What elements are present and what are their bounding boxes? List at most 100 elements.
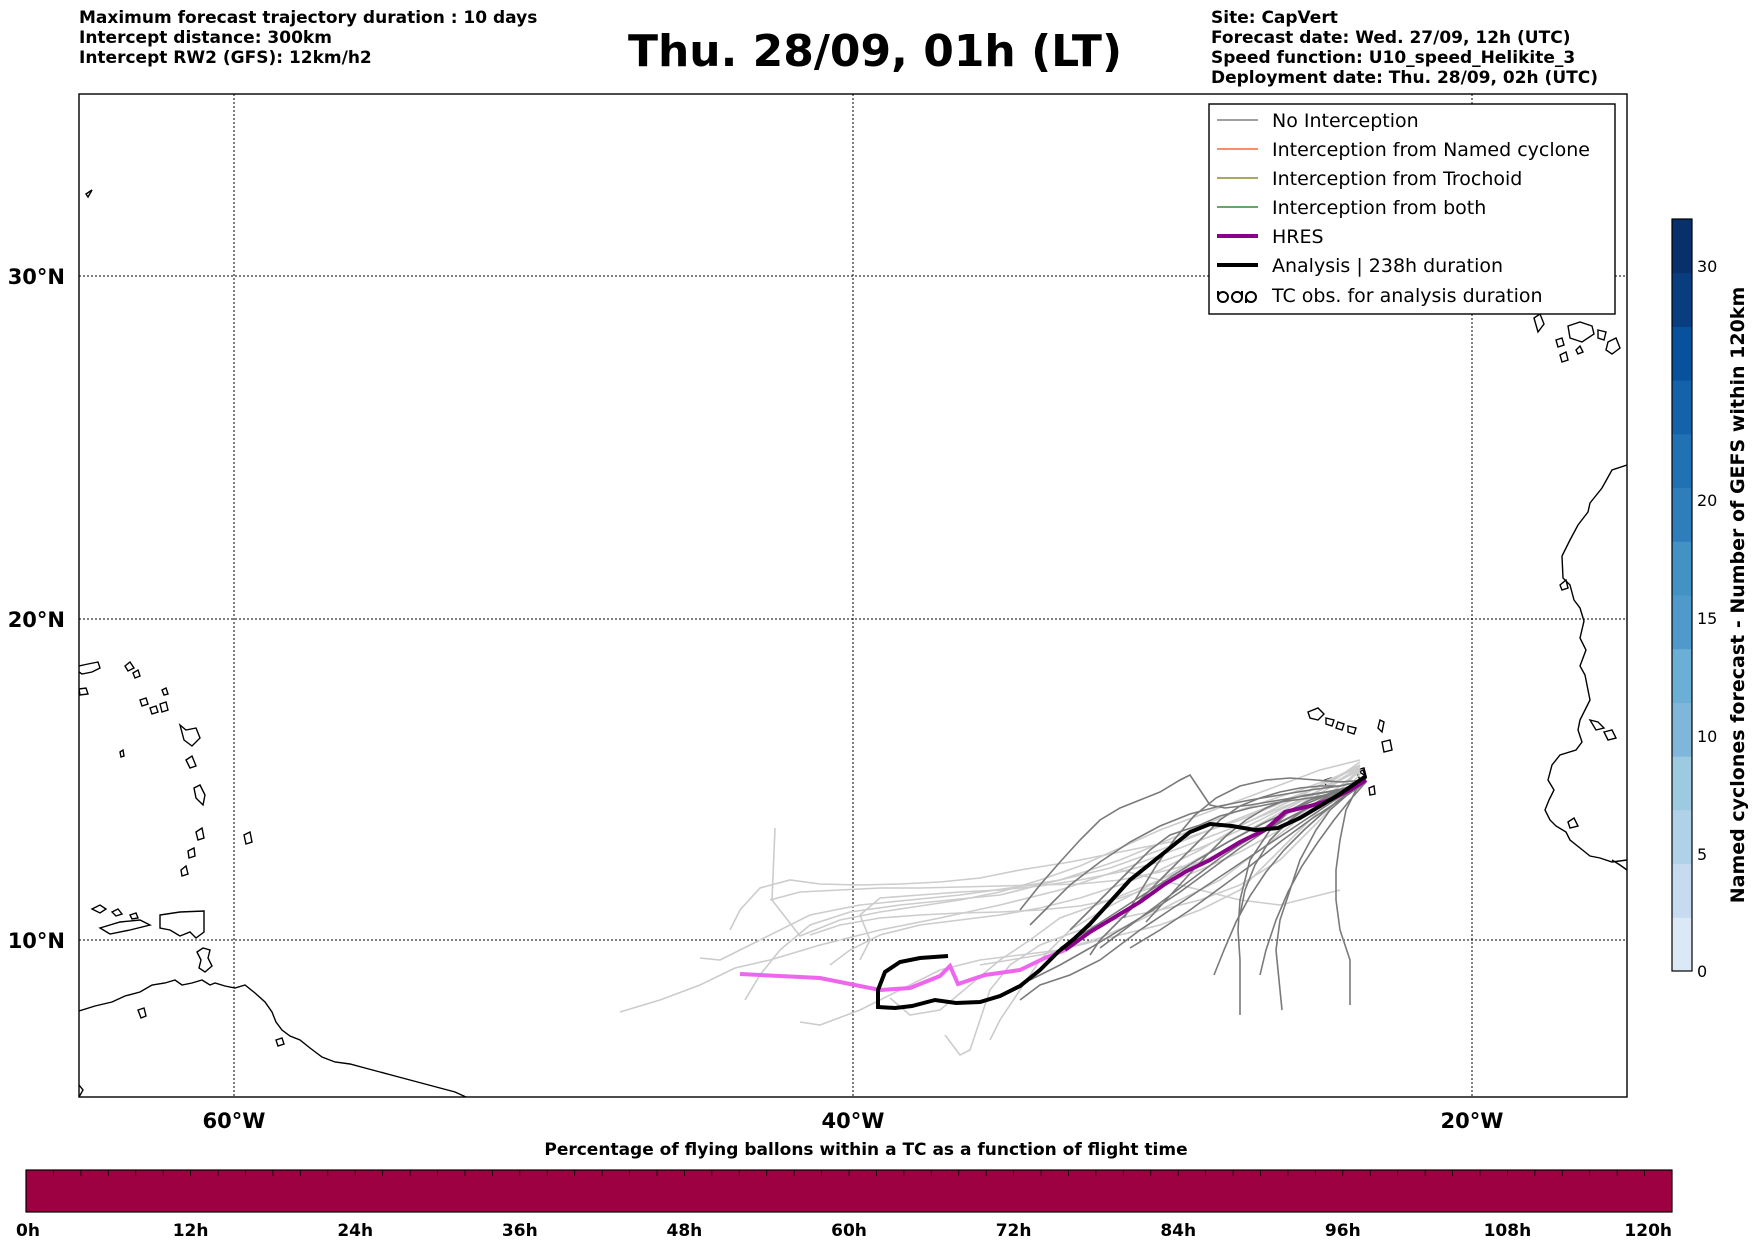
analysis-trajectory bbox=[876, 774, 1368, 1011]
colorbar-right-band bbox=[1672, 487, 1692, 542]
coast-islet-2 bbox=[275, 1037, 285, 1047]
map-title-text: Thu. 28/09, 01h (LT) bbox=[627, 26, 1123, 77]
traj-light-13 bbox=[859, 769, 1361, 961]
traj-dark-17 bbox=[1213, 781, 1367, 976]
island-gran-canaria bbox=[1605, 337, 1621, 355]
speed-function: Speed function: U10_speed_Helikite_3 bbox=[1211, 48, 1576, 68]
island-brava bbox=[1368, 785, 1376, 796]
colorbar-right-band bbox=[1672, 809, 1692, 865]
coast-venezuela-bay bbox=[98, 919, 153, 935]
traj-dark-14 bbox=[1123, 777, 1367, 919]
island-antilles-4 bbox=[149, 705, 159, 715]
colorbar-right-band bbox=[1672, 219, 1692, 274]
colorbar-bottom-label: 72h bbox=[996, 1221, 1032, 1241]
traj-light-1 bbox=[771, 759, 1361, 937]
cbar-tick-15: 15 bbox=[1697, 609, 1717, 628]
legend-label-named-cyclone: Interception from Named cyclone bbox=[1272, 139, 1590, 161]
island-antilles-3 bbox=[139, 697, 149, 707]
legend-label-trochoid: Interception from Trochoid bbox=[1272, 168, 1522, 190]
lat-label-10n: 10°N bbox=[8, 929, 65, 953]
traj-dark-12 bbox=[1145, 779, 1367, 923]
island-st-lucia bbox=[195, 826, 205, 841]
colorbar-bottom-label: 0h bbox=[16, 1221, 40, 1241]
island-grenada bbox=[180, 864, 189, 877]
param-intercept-rw2: Intercept RW2 (GFS): 12km/h2 bbox=[79, 48, 372, 68]
site-name: Site: CapVert bbox=[1211, 8, 1338, 28]
traj-dark-6 bbox=[1019, 773, 1367, 911]
colorbar-right-band bbox=[1672, 595, 1692, 650]
forecast-parameters: Maximum forecast trajectory duration : 1… bbox=[79, 8, 537, 68]
coast-guyana-islet bbox=[137, 1007, 147, 1019]
traj-light-12 bbox=[829, 765, 1361, 966]
cbar-tick-30: 30 bbox=[1697, 257, 1717, 276]
island-santiago bbox=[1354, 767, 1368, 778]
traj-dark-16 bbox=[1059, 781, 1367, 949]
traj-light-2 bbox=[699, 764, 1361, 961]
traj-dark-5 bbox=[1275, 781, 1367, 1011]
colorbar-right-band bbox=[1672, 702, 1692, 757]
colorbar-bottom-label: 120h bbox=[1624, 1221, 1672, 1241]
map-frame bbox=[78, 93, 1628, 1098]
param-intercept-distance: Intercept distance: 300km bbox=[79, 28, 332, 48]
coast-sierra-leone bbox=[1611, 859, 1627, 871]
tc-obs-icon bbox=[1217, 291, 1257, 303]
island-fuerteventura-islet bbox=[1559, 350, 1569, 363]
cbar-tick-20: 20 bbox=[1697, 491, 1717, 510]
colorbar-right bbox=[1672, 219, 1692, 972]
island-abc-1 bbox=[90, 904, 108, 914]
traj-dark-1 bbox=[1019, 779, 1367, 1001]
island-santa-luzia bbox=[1335, 721, 1345, 731]
island-abc-2 bbox=[110, 908, 124, 917]
colorbar-bottom-label: 84h bbox=[1160, 1221, 1196, 1241]
colorbar-right-band bbox=[1672, 917, 1692, 972]
legend: No Interception Interception from Named … bbox=[1208, 103, 1616, 315]
colorbar-bottom-label: 108h bbox=[1484, 1221, 1532, 1241]
island-gomera bbox=[1597, 329, 1607, 341]
axis-labels: 60°W 40°W 20°W 30°N 20°N 10°N bbox=[8, 265, 1504, 1133]
colorbar-bottom-label: 24h bbox=[337, 1221, 373, 1241]
legend-label-analysis: Analysis | 238h duration bbox=[1272, 255, 1503, 277]
legend-label-no-interception: No Interception bbox=[1272, 110, 1419, 132]
island-montserrat bbox=[119, 748, 125, 758]
coast-bijagos-2 bbox=[1602, 729, 1618, 741]
island-hierro bbox=[1555, 337, 1565, 348]
traj-dark-4 bbox=[1237, 779, 1367, 1015]
colorbar-bottom bbox=[25, 1169, 1673, 1213]
traj-light-6 bbox=[809, 771, 1361, 936]
islet-africa-2 bbox=[1567, 816, 1580, 829]
traj-dark-8 bbox=[1029, 779, 1367, 926]
lat-label-20n: 20°N bbox=[8, 608, 65, 632]
island-guadeloupe bbox=[178, 723, 201, 747]
colorbar-right-band bbox=[1672, 756, 1692, 811]
colorbar-right-band bbox=[1672, 541, 1692, 596]
island-antigua bbox=[159, 701, 169, 713]
legend-label-tc-obs: TC obs. for analysis duration bbox=[1271, 285, 1543, 307]
traj-dark-15 bbox=[1335, 779, 1367, 1005]
coast-africa bbox=[1544, 464, 1627, 863]
island-la-palma bbox=[1533, 312, 1545, 334]
colorbar-right-ticks: 0 5 10 15 20 30 bbox=[1697, 257, 1717, 981]
island-boa-vista bbox=[1381, 739, 1393, 753]
colorbar-bottom-ticks bbox=[25, 1170, 1673, 1176]
traj-light-9 bbox=[744, 767, 1361, 1001]
map-content bbox=[79, 94, 1627, 1097]
island-santo-antao bbox=[1307, 707, 1325, 721]
island-sao-vicente bbox=[1325, 717, 1335, 727]
colorbar-right-band bbox=[1672, 272, 1692, 327]
colorbar-right-band bbox=[1672, 326, 1692, 381]
colorbar-right-band bbox=[1672, 433, 1692, 489]
colorbar-bottom-labels: 0h 12h 24h 36h 48h 60h 72h 84h 96h 108h 120h bbox=[16, 1221, 1672, 1241]
traj-dark-13 bbox=[1259, 781, 1367, 976]
traj-light-3 bbox=[619, 769, 1361, 1013]
island-sal bbox=[1377, 718, 1385, 734]
traj-light-15 bbox=[989, 767, 1361, 1041]
island-antilles-1 bbox=[124, 660, 136, 672]
island-barbados bbox=[243, 830, 253, 845]
colorbar-right-band bbox=[1672, 863, 1692, 918]
colorbar-bottom-label: 96h bbox=[1325, 1221, 1361, 1241]
colorbar-right-band bbox=[1672, 380, 1692, 435]
lat-label-30n: 30°N bbox=[8, 265, 65, 289]
cbar-tick-5: 5 bbox=[1697, 845, 1707, 864]
colorbar-bottom-label: 36h bbox=[502, 1221, 538, 1241]
